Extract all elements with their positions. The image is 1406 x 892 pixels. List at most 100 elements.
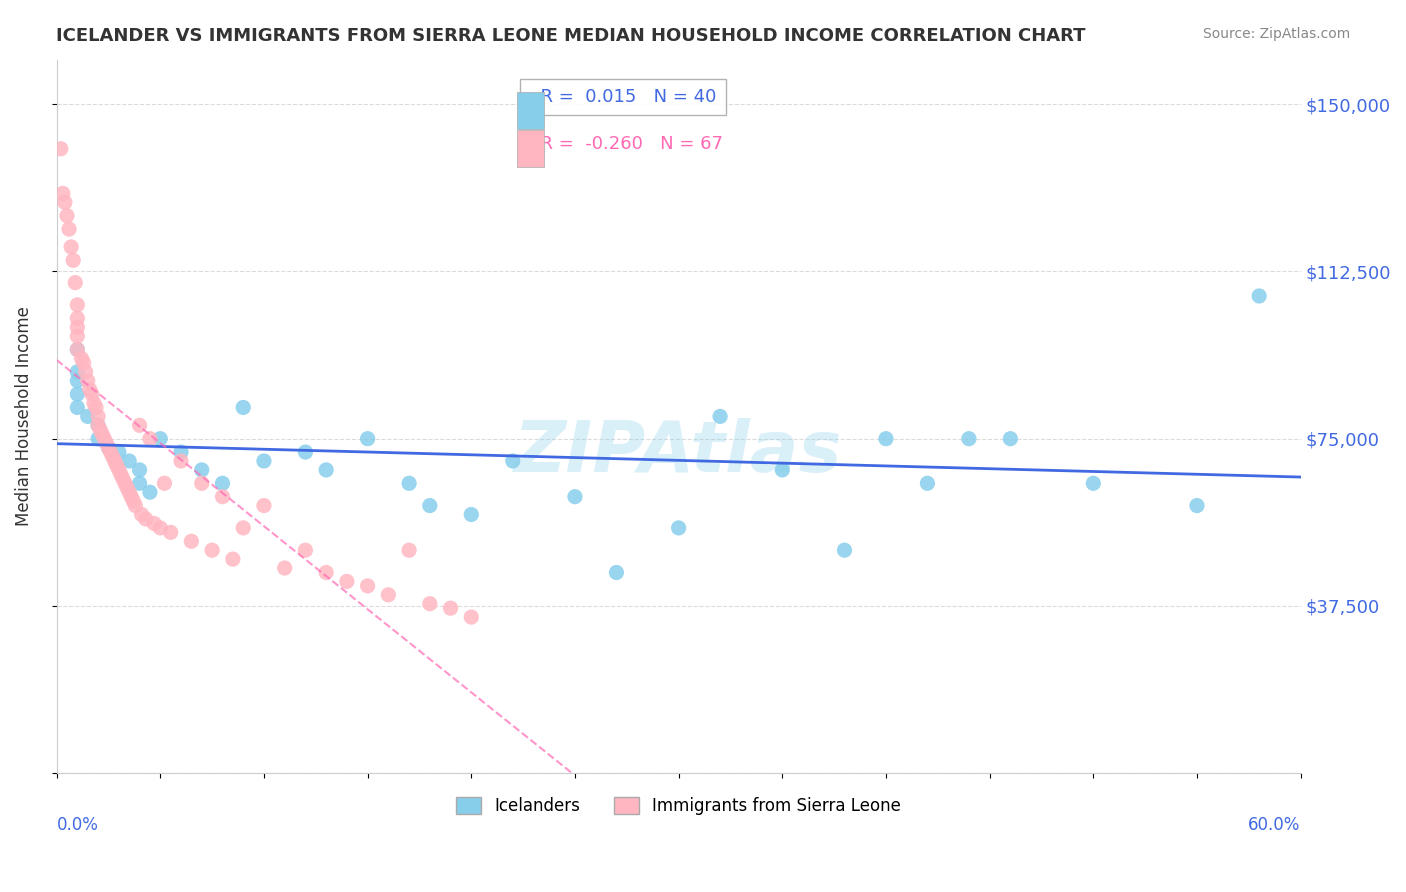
Point <box>356 579 378 593</box>
Point <box>315 463 337 477</box>
Point <box>108 445 131 459</box>
Point <box>170 454 193 468</box>
Point <box>232 401 254 415</box>
Point <box>53 195 76 210</box>
Point <box>149 432 172 446</box>
Point <box>834 543 856 558</box>
Point <box>118 485 141 500</box>
Point <box>96 436 118 450</box>
Point <box>70 351 93 366</box>
Point <box>273 561 295 575</box>
Point <box>66 298 89 312</box>
Point <box>336 574 359 589</box>
Point <box>770 463 793 477</box>
Point <box>120 490 142 504</box>
Point <box>170 445 193 459</box>
Point <box>87 418 110 433</box>
Point <box>110 467 132 482</box>
Point <box>180 534 202 549</box>
Point <box>56 209 79 223</box>
Point <box>294 445 316 459</box>
Point <box>294 543 316 558</box>
Point <box>66 374 89 388</box>
Point <box>1083 476 1105 491</box>
Legend: Icelanders, Immigrants from Sierra Leone: Icelanders, Immigrants from Sierra Leone <box>450 790 908 822</box>
Point <box>118 454 141 468</box>
Point <box>122 494 145 508</box>
Point <box>52 186 75 201</box>
Point <box>75 365 97 379</box>
Point <box>128 418 150 433</box>
Point <box>111 472 134 486</box>
Point <box>115 481 138 495</box>
Text: Source: ZipAtlas.com: Source: ZipAtlas.com <box>1202 27 1350 41</box>
Point <box>91 427 114 442</box>
Point <box>502 454 524 468</box>
Point <box>66 343 89 357</box>
Point <box>1249 289 1271 303</box>
Point <box>76 374 98 388</box>
Y-axis label: Median Household Income: Median Household Income <box>15 307 32 526</box>
Point <box>66 365 89 379</box>
Point <box>101 450 124 464</box>
Point <box>201 543 224 558</box>
Point <box>159 525 181 540</box>
Point <box>80 387 103 401</box>
Point <box>66 343 89 357</box>
Point <box>211 490 233 504</box>
Point <box>87 409 110 424</box>
Point <box>377 588 399 602</box>
FancyBboxPatch shape <box>517 129 544 167</box>
Point <box>153 476 176 491</box>
Point <box>93 432 115 446</box>
Point <box>419 499 441 513</box>
Point <box>222 552 245 566</box>
Point <box>87 432 110 446</box>
Point <box>66 320 89 334</box>
Point <box>190 463 212 477</box>
Point <box>97 441 120 455</box>
Point <box>668 521 690 535</box>
Point <box>128 476 150 491</box>
Point <box>89 423 111 437</box>
Point <box>875 432 897 446</box>
Point <box>100 445 122 459</box>
Point <box>460 610 482 624</box>
Point <box>62 253 84 268</box>
Point <box>356 432 378 446</box>
Point <box>108 463 131 477</box>
Point <box>564 490 586 504</box>
Point <box>104 454 127 468</box>
Point <box>79 383 101 397</box>
Point <box>139 432 162 446</box>
Point <box>128 463 150 477</box>
Text: 60.0%: 60.0% <box>1249 816 1301 834</box>
Point <box>398 476 420 491</box>
Point <box>66 329 89 343</box>
Point <box>398 543 420 558</box>
Point <box>114 476 136 491</box>
Text: ZIPAtlas: ZIPAtlas <box>515 417 842 486</box>
Point <box>1000 432 1022 446</box>
Point <box>135 512 157 526</box>
Point <box>1185 499 1208 513</box>
Point <box>97 441 120 455</box>
Point <box>957 432 980 446</box>
Point <box>917 476 939 491</box>
Point <box>190 476 212 491</box>
Point <box>87 418 110 433</box>
Point <box>211 476 233 491</box>
Point <box>139 485 162 500</box>
Point <box>253 499 276 513</box>
Point <box>84 401 107 415</box>
Point <box>439 601 461 615</box>
Point <box>315 566 337 580</box>
Point <box>65 276 87 290</box>
Point <box>72 356 94 370</box>
Text: R =  0.015   N = 40: R = 0.015 N = 40 <box>529 88 717 106</box>
Point <box>460 508 482 522</box>
Point <box>124 499 146 513</box>
Point <box>419 597 441 611</box>
Point <box>709 409 731 424</box>
Point <box>149 521 172 535</box>
